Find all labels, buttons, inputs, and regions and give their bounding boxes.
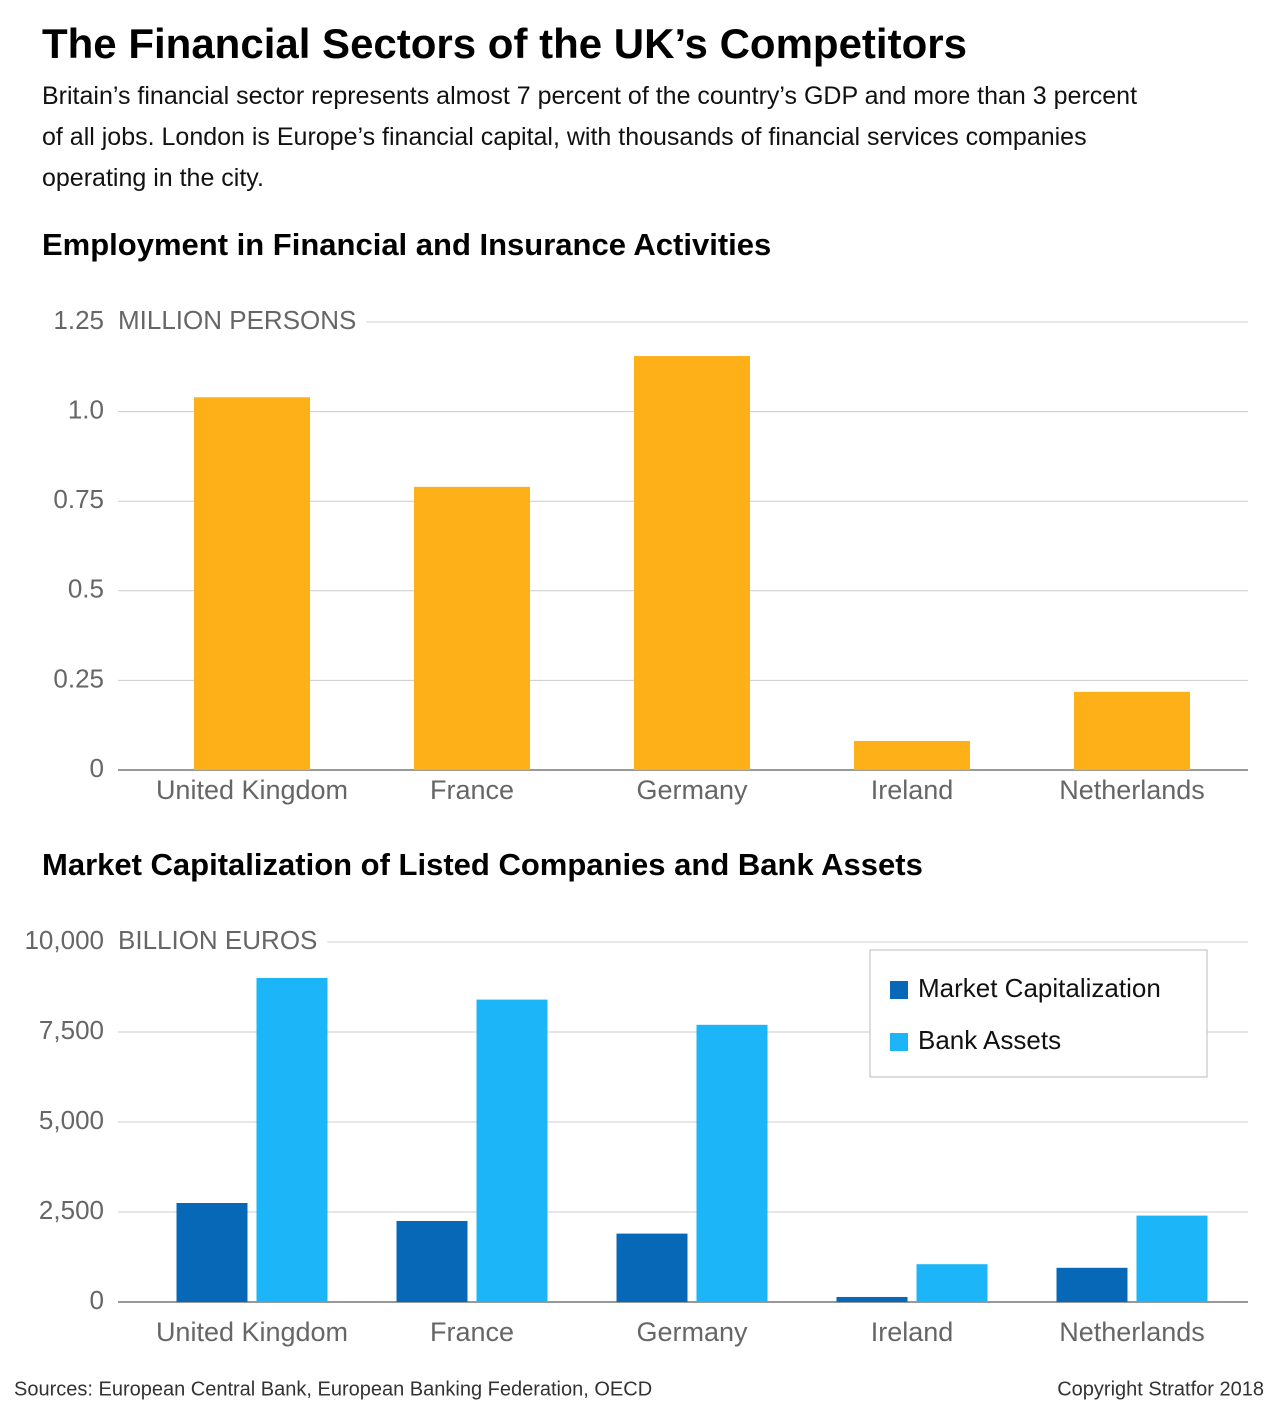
y-tick-label: 1.25 (53, 305, 104, 335)
y-unit: MILLION PERSONS (118, 305, 356, 335)
bar (616, 1233, 688, 1302)
bar (1056, 1267, 1128, 1302)
bar (634, 356, 750, 770)
x-tick-label: Germany (636, 775, 748, 805)
y-tick-label: 0.25 (53, 663, 104, 693)
bar (1074, 691, 1190, 770)
y-tick-label: 5,000 (39, 1105, 104, 1135)
y-unit: BILLION EUROS (118, 925, 317, 955)
y-tick-label: 0 (90, 1285, 104, 1315)
x-tick-label: Germany (636, 1317, 748, 1347)
x-tick-label: United Kingdom (156, 1317, 348, 1347)
bar (256, 978, 328, 1302)
legend-swatch (890, 981, 908, 999)
y-tick-label: 7,500 (39, 1015, 104, 1045)
x-tick-label: Netherlands (1059, 775, 1205, 805)
legend: Market Capitalization Bank Assets (869, 949, 1208, 1078)
y-tick-label: 0 (90, 753, 104, 783)
bar (854, 740, 970, 770)
page-title: The Financial Sectors of the UK’s Compet… (42, 20, 967, 67)
y-tick-label: 1.0 (68, 394, 104, 424)
bar (396, 1221, 468, 1302)
x-tick-label: France (430, 1317, 514, 1347)
bar (916, 1264, 988, 1302)
legend-label: Market Capitalization (918, 973, 1161, 1003)
y-tick-label: 10,000 (24, 925, 104, 955)
bar (836, 1296, 908, 1302)
legend-swatch (890, 1033, 908, 1051)
y-tick-label: 0.75 (53, 484, 104, 514)
chart-title: Employment in Financial and Insurance Ac… (42, 227, 771, 262)
copyright: Copyright Stratfor 2018 (1057, 1378, 1264, 1400)
x-tick-label: Ireland (871, 1317, 954, 1347)
page-subtitle: Britain’s financial sector represents al… (42, 82, 1138, 192)
bar (194, 397, 310, 770)
x-tick-label: United Kingdom (156, 775, 348, 805)
bar (1136, 1215, 1208, 1302)
chart-title: Market Capitalization of Listed Companie… (42, 847, 923, 882)
x-tick-label: Ireland (871, 775, 954, 805)
x-tick-label: France (430, 775, 514, 805)
bar (476, 999, 548, 1302)
bar (696, 1024, 768, 1302)
x-tick-label: Netherlands (1059, 1317, 1205, 1347)
legend-box (869, 949, 1208, 1078)
y-tick-label: 2,500 (39, 1195, 104, 1225)
bar (414, 486, 530, 770)
y-tick-label: 0.5 (68, 574, 104, 604)
header: The Financial Sectors of the UK’s Compet… (42, 20, 1162, 199)
legend-label: Bank Assets (918, 1025, 1061, 1055)
sources: Sources: European Central Bank, European… (14, 1378, 652, 1400)
bar (176, 1203, 248, 1302)
